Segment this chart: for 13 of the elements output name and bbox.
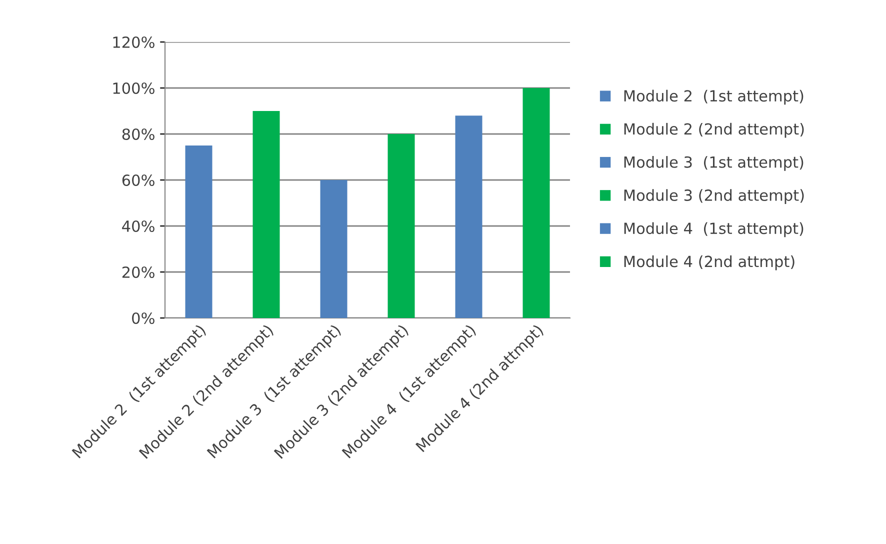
- legend-label: Module 3 (2nd attempt): [624, 189, 804, 204]
- y-tick-label: 0%: [132, 312, 154, 324]
- y-tick-label: 120%: [113, 36, 154, 48]
- legend-label: Module 4 (1st attempt): [624, 222, 804, 238]
- legend-label: Module 2 (1st attempt): [624, 90, 804, 105]
- legend-label: Module 2 (2nd attempt): [624, 122, 804, 138]
- y-tick-label: 20%: [122, 266, 154, 278]
- y-tick-label: 40%: [122, 220, 154, 232]
- y-tick-label: 100%: [113, 82, 154, 94]
- y-tick-label: 60%: [122, 174, 154, 186]
- legend-label: Module 3 (1st attempt): [624, 156, 804, 171]
- legend-label: Module 4 (2nd attmpt): [624, 255, 794, 270]
- y-tick-label: 80%: [122, 128, 154, 140]
